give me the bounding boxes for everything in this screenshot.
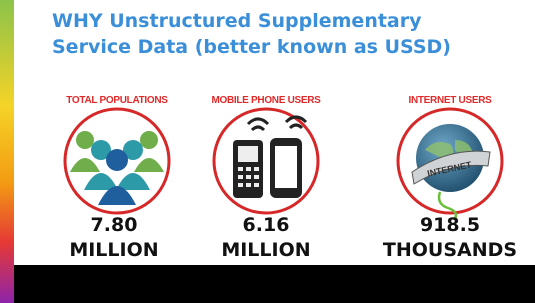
stat-label: INTERNET USERS [408, 95, 492, 106]
side-stripe [0, 0, 14, 303]
slide: WHY Unstructured Supplementary Service D… [0, 0, 535, 303]
stat-value: 7.80 [91, 214, 138, 236]
stat-unit: MILLION [221, 239, 310, 261]
stat-unit: MILLION [69, 239, 158, 261]
stat-value: 918.5 [420, 214, 480, 236]
title-line: WHY Unstructured Supplementary [52, 10, 422, 32]
people-icon [65, 109, 169, 213]
stat-label: TOTAL POPULATIONS [66, 95, 168, 106]
stripe-edge [14, 0, 18, 303]
phones-icon [214, 109, 318, 213]
title-line: Service Data (better known as USSD) [52, 36, 451, 58]
stat-label: MOBILE PHONE USERS [211, 95, 321, 106]
stat-value: 6.16 [243, 214, 290, 236]
bottom-bar [14, 265, 535, 303]
stat-unit: THOUSANDS [383, 239, 517, 261]
